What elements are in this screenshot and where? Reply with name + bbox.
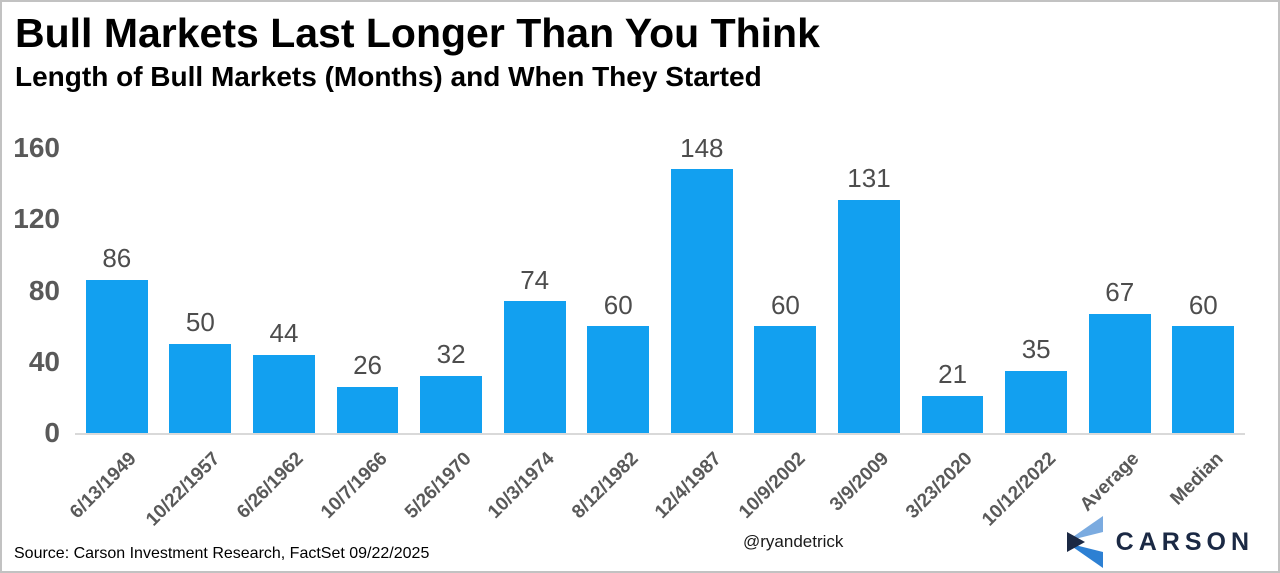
bar-column: 44 6/26/1962 — [233, 148, 326, 523]
bar — [921, 395, 984, 433]
y-axis-tick-label: 40 — [28, 345, 60, 377]
chart-subtitle: Length of Bull Markets (Months) and When… — [15, 61, 762, 92]
bar-column: 21 3/23/2020 — [902, 148, 995, 523]
bar-value-label: 21 — [938, 359, 968, 389]
bar — [1005, 370, 1068, 433]
x-axis-label: 6/13/1949 — [66, 448, 141, 523]
bar-column: 131 3/9/2009 — [826, 148, 911, 515]
bar-column: 86 6/13/1949 — [66, 148, 159, 523]
x-axis-label: 10/22/1957 — [142, 448, 225, 531]
bar-column: 60 10/9/2002 — [735, 148, 828, 523]
y-axis-tick-label: 80 — [28, 274, 60, 306]
bar — [670, 169, 733, 433]
bar — [1088, 313, 1151, 433]
carson-logo: CARSON — [1065, 516, 1254, 568]
bar-column: 26 10/7/1966 — [317, 148, 410, 523]
bar-column: 148 12/4/1987 — [651, 134, 744, 523]
bar-value-label: 86 — [102, 243, 132, 274]
bar-value-label: 60 — [603, 289, 633, 320]
x-axis-label: 3/23/2020 — [902, 448, 977, 523]
bar — [838, 199, 900, 433]
bar-value-label: 60 — [1188, 289, 1218, 320]
bar — [169, 343, 232, 433]
bar-value-label: 67 — [1105, 277, 1135, 308]
bar-column: 74 10/3/1974 — [484, 148, 577, 523]
x-axis-label: 3/9/2009 — [825, 448, 894, 516]
bar — [503, 301, 566, 433]
plot-area: 86 6/13/1949 50 10/22/1957 44 6/26/1962 26 10/7… — [66, 134, 1246, 530]
bar — [336, 386, 399, 433]
x-axis-label: 6/26/1962 — [233, 448, 309, 523]
bar-value-label: 44 — [269, 318, 299, 349]
y-axis-tick-label: 120 — [13, 203, 60, 235]
x-axis-label: Average — [1076, 448, 1144, 516]
x-axis-label: 5/26/1970 — [400, 448, 476, 523]
y-axis: 0 40 80 120 160 — [2, 132, 60, 448]
bar — [420, 376, 483, 433]
bar — [253, 354, 315, 433]
x-axis-label: 12/4/1987 — [651, 448, 726, 523]
bar-column: 60 Median — [1162, 148, 1246, 509]
bar — [85, 279, 148, 433]
bar-column: 67 Average — [1076, 148, 1162, 516]
bar — [754, 326, 817, 433]
chart-title: Bull Markets Last Longer Than You Think — [15, 10, 820, 56]
source-note: Source: Carson Investment Research, Fact… — [14, 545, 430, 562]
x-axis-label: 8/12/1982 — [567, 448, 643, 523]
bar — [1172, 326, 1235, 433]
bar-column: 60 8/12/1982 — [568, 148, 660, 523]
x-axis-label: 10/3/1974 — [484, 448, 559, 523]
bar-column: 50 10/22/1957 — [142, 148, 243, 530]
bar-value-label: 26 — [353, 350, 382, 381]
twitter-handle: @ryandetrick — [743, 532, 844, 551]
bar-column: 35 10/12/2022 — [978, 148, 1078, 530]
carson-logo-icon — [1066, 516, 1103, 568]
x-axis-label: Median — [1166, 448, 1228, 510]
bar-value-label: 74 — [520, 264, 550, 295]
y-axis-tick-label: 160 — [13, 132, 60, 163]
bar-value-label: 60 — [770, 289, 800, 320]
bar-value-label: 131 — [847, 163, 891, 194]
y-axis-tick-label: 0 — [44, 417, 60, 448]
x-axis-label: 10/12/2022 — [978, 448, 1061, 531]
bar-column: 32 5/26/1970 — [401, 148, 493, 523]
bar — [587, 326, 650, 433]
bar-value-label: 50 — [185, 307, 215, 338]
x-axis-label: 10/9/2002 — [734, 448, 810, 523]
bar-value-label: 32 — [436, 339, 466, 370]
carson-logo-text: CARSON — [1115, 527, 1254, 556]
bar-value-label: 148 — [680, 132, 724, 163]
x-axis-label: 10/7/1966 — [317, 448, 392, 523]
bar-value-label: 35 — [1021, 334, 1051, 365]
